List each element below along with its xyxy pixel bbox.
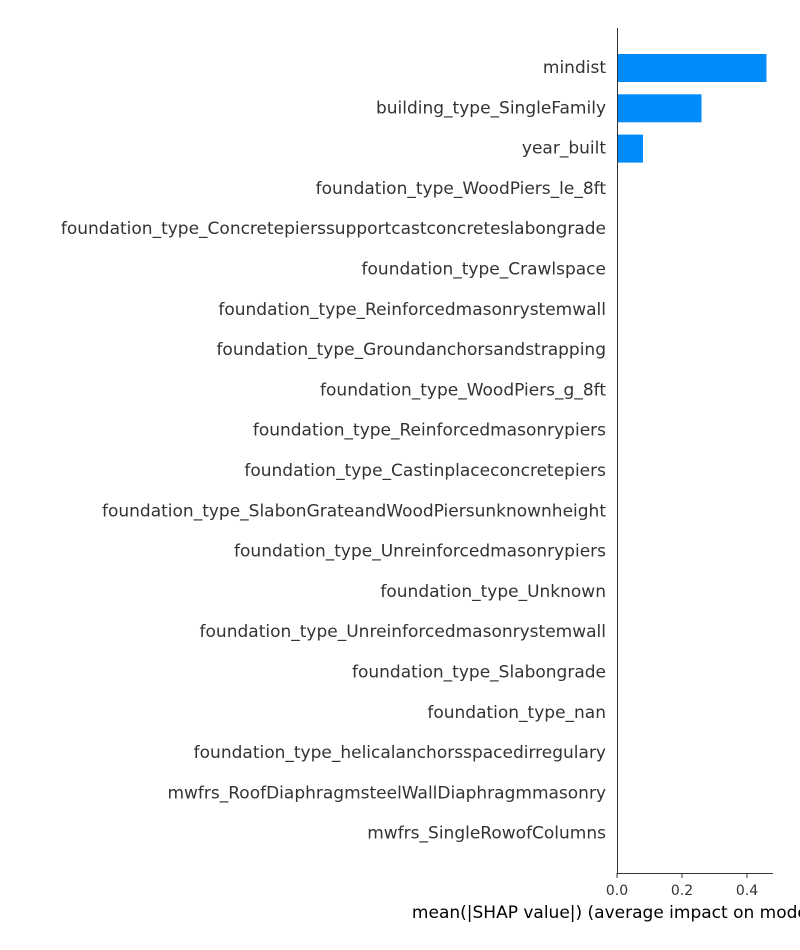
bars-group [617,54,767,163]
feature-label: mwfrs_RoofDiaphragmsteelWallDiaphragmmas… [167,783,606,803]
feature-label: year_built [522,139,606,159]
feature-label: foundation_type_Unreinforcedmasonrypiers [234,542,606,562]
feature-labels-group: mindist building_type_SingleFamily year_bu… [61,58,606,844]
feature-label: foundation_type_Castinplaceconcretepiers [244,461,606,481]
x-tick-label: 0.0 [606,883,628,899]
feature-label: mwfrs_SingleRowofColumns [367,824,606,844]
x-axis-title: mean(|SHAP value|) (average impact on mo… [412,903,800,923]
feature-label: foundation_type_SlabonGrateandWoodPiersu… [102,501,606,521]
feature-label: foundation_type_Slabongrade [352,663,606,683]
feature-label: foundation_type_Crawlspace [362,260,606,280]
feature-label: foundation_type_WoodPiers_le_8ft [316,179,607,199]
feature-label: foundation_type_Groundanchorsandstrappin… [216,340,606,360]
feature-label: foundation_type_Unreinforcedmasonrystemw… [200,622,606,642]
feature-label: building_type_SingleFamily [376,98,606,118]
x-tick-label: 0.4 [736,883,758,899]
feature-label: foundation_type_Concretepierssupportcast… [61,219,606,239]
feature-label: foundation_type_WoodPiers_g_8ft [320,380,606,400]
feature-label: foundation_type_helicalanchorsspacedirre… [194,743,606,763]
feature-label: foundation_type_Unknown [380,582,606,602]
bar [617,94,702,123]
feature-label: foundation_type_Reinforcedmasonrypiers [253,421,606,441]
feature-label: mindist [543,58,606,78]
bar [617,134,643,163]
x-tick-label: 0.2 [671,883,693,899]
feature-label: foundation_type_Reinforcedmasonrystemwal… [218,300,606,320]
bar [617,54,767,82]
feature-label: foundation_type_nan [427,703,606,723]
x-ticks-group: 0.0 0.2 0.4 [606,873,758,899]
